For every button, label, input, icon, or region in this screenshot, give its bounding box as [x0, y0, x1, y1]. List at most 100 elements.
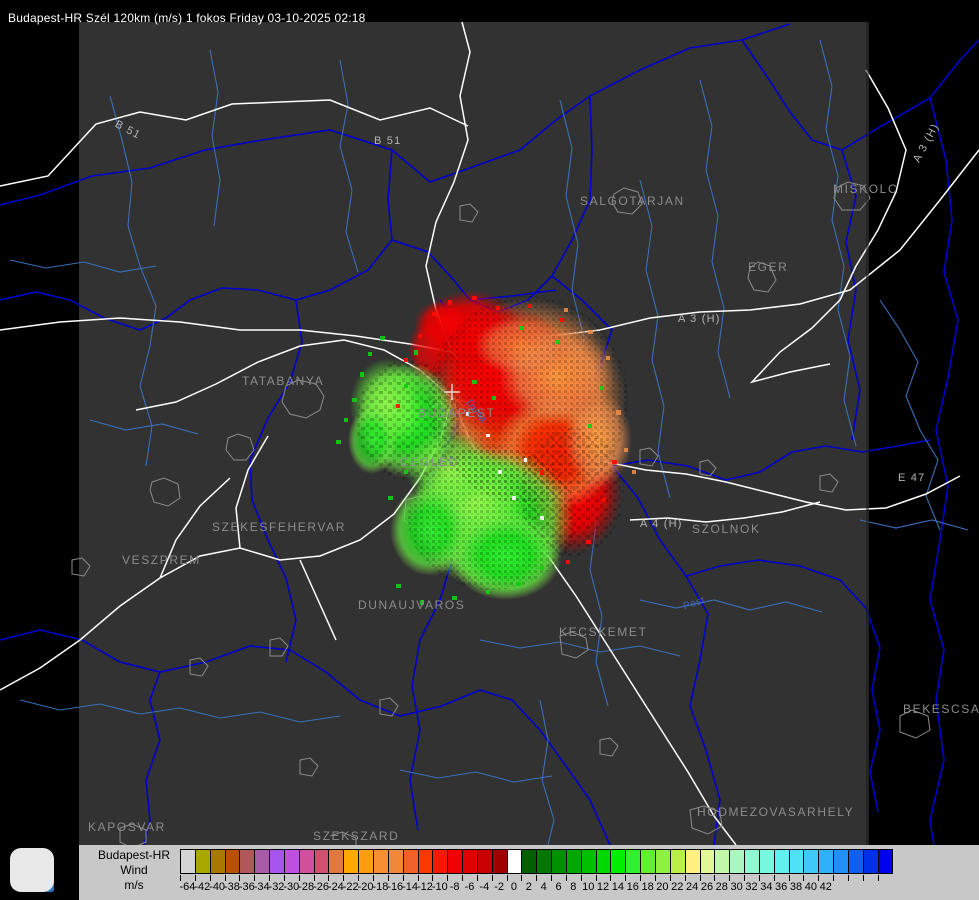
legend-swatch[interactable]	[224, 849, 240, 874]
radar-app-logo[interactable]	[10, 848, 57, 895]
radar-map[interactable]: SALGOTARJAN MISKOLC EGER TATABANYA BUDAP…	[0, 0, 979, 845]
legend-tick: 16	[625, 875, 640, 899]
legend-swatch[interactable]	[506, 849, 522, 874]
legend-swatch[interactable]	[565, 849, 581, 874]
legend-swatch[interactable]	[521, 849, 537, 874]
legend-tick: 26	[699, 875, 715, 899]
legend-swatch[interactable]	[343, 849, 359, 874]
legend-tick: -30	[283, 875, 299, 899]
legend-swatch[interactable]	[684, 849, 700, 874]
legend-tick: -16	[387, 875, 403, 899]
legend-swatch[interactable]	[655, 849, 670, 874]
legend-tick: 12	[595, 875, 611, 899]
legend-tick: -28	[298, 875, 314, 899]
legend-tick: 4	[536, 875, 551, 899]
legend-tick: -40	[209, 875, 225, 899]
legend-swatch[interactable]	[180, 849, 195, 874]
legend-swatch[interactable]	[610, 849, 626, 874]
legend-tick: -10	[432, 875, 448, 899]
legend-swatch[interactable]	[269, 849, 284, 874]
legend-tick: -2	[491, 875, 507, 899]
legend-swatch[interactable]	[432, 849, 448, 874]
legend-ticks: -64 -42 -40 -38 -36 -34 -32 -30 -28 -26 -24 -22 -20-…	[179, 875, 893, 899]
legend-tick: 28	[714, 875, 729, 899]
legend-swatch[interactable]	[239, 849, 255, 874]
legend-swatch[interactable]	[803, 849, 819, 874]
legend-tick: 14	[610, 875, 625, 899]
legend-tick: -22	[343, 875, 359, 899]
legend-tick: -32	[269, 875, 284, 899]
legend-tick: 6	[551, 875, 566, 899]
legend-tick: -4	[476, 875, 492, 899]
legend-tick: -14	[402, 875, 418, 899]
legend-swatch[interactable]	[194, 849, 210, 874]
legend-swatch[interactable]	[744, 849, 759, 874]
legend-swatch[interactable]	[417, 849, 433, 874]
legend-swatch[interactable]	[402, 849, 418, 874]
legend-swatch[interactable]	[476, 849, 492, 874]
legend-tick: 8	[565, 875, 581, 899]
legend-tick: 30	[729, 875, 744, 899]
road-label-e47: E 47	[898, 472, 926, 484]
legend-tick: 24	[684, 875, 700, 899]
legend-tick	[833, 875, 848, 899]
legend-swatch[interactable]	[773, 849, 789, 874]
legend-swatch[interactable]	[358, 849, 373, 874]
legend-swatches[interactable]	[180, 849, 893, 874]
legend-swatch[interactable]	[862, 849, 878, 874]
legend-tick: -8	[447, 875, 462, 899]
legend-swatch[interactable]	[313, 849, 329, 874]
logo-background	[10, 848, 54, 892]
legend-tick	[847, 875, 863, 899]
legend-tick: 34	[758, 875, 774, 899]
color-scale-legend: Budapest-HR Wind m/s -64 -42 -40 -38 -36 -34-…	[0, 845, 979, 900]
legend-swatch[interactable]	[729, 849, 745, 874]
legend-tick: -36	[239, 875, 255, 899]
legend-tick: -42	[194, 875, 210, 899]
legend-tick: 22	[669, 875, 685, 899]
legend-swatch[interactable]	[254, 849, 270, 874]
legend-swatch[interactable]	[209, 849, 225, 874]
legend-swatch[interactable]	[818, 849, 834, 874]
road-label-a3h: A 3 (H)	[678, 313, 721, 325]
legend-swatch[interactable]	[462, 849, 477, 874]
legend-tick	[862, 875, 878, 899]
road-label-b51-east: B 51	[374, 135, 402, 147]
legend-swatch[interactable]	[699, 849, 715, 874]
map-vector-layer	[0, 21, 979, 845]
legend-swatch[interactable]	[551, 849, 566, 874]
legend-tick: 20	[655, 875, 670, 899]
legend-swatch[interactable]	[758, 849, 774, 874]
legend-swatch[interactable]	[491, 849, 507, 874]
page-title: Budapest-HR Szél 120km (m/s) 1 fokos Fri…	[8, 11, 366, 25]
legend-caption: Budapest-HR Wind m/s	[88, 848, 180, 893]
legend-swatch[interactable]	[788, 849, 804, 874]
legend-tick: -6	[462, 875, 477, 899]
legend-swatch[interactable]	[328, 849, 344, 874]
legend-tick: 38	[788, 875, 804, 899]
legend-swatch[interactable]	[833, 849, 848, 874]
legend-swatch[interactable]	[580, 849, 596, 874]
legend-swatch[interactable]	[877, 849, 893, 874]
legend-tick: -12	[417, 875, 433, 899]
legend-swatch[interactable]	[625, 849, 641, 874]
legend-tick: 32	[744, 875, 759, 899]
legend-swatch[interactable]	[447, 849, 463, 874]
legend-swatch[interactable]	[283, 849, 299, 874]
legend-site: Budapest-HR	[97, 848, 171, 862]
legend-swatch[interactable]	[595, 849, 611, 874]
legend-swatch[interactable]	[298, 849, 314, 874]
legend-swatch[interactable]	[640, 849, 655, 874]
legend-swatch[interactable]	[536, 849, 552, 874]
legend-swatch[interactable]	[372, 849, 388, 874]
legend-tick: 42	[818, 875, 833, 899]
legend-tick: 10	[580, 875, 596, 899]
legend-swatch[interactable]	[387, 849, 403, 874]
legend-tick: -26	[313, 875, 329, 899]
legend-swatch[interactable]	[847, 849, 863, 874]
legend-swatch[interactable]	[714, 849, 730, 874]
legend-tick: -18	[372, 875, 388, 899]
legend-swatch[interactable]	[669, 849, 685, 874]
legend-tick: 36	[773, 875, 789, 899]
